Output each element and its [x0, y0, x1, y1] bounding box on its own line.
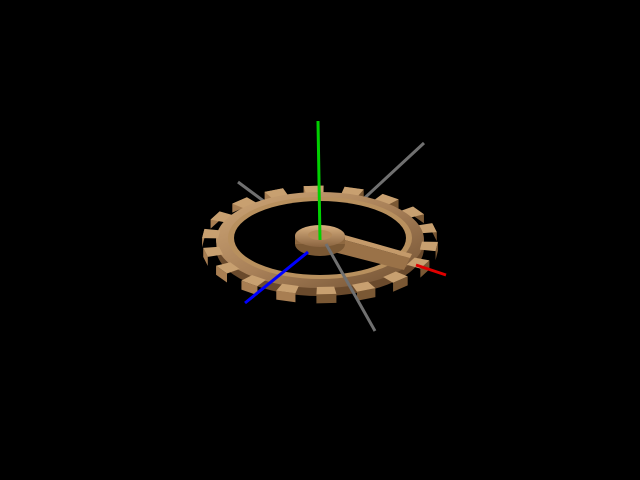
- gear-tooth-side: [203, 247, 208, 266]
- gear-tooth: [419, 241, 438, 261]
- gear-tooth-top: [203, 246, 223, 257]
- y-axis-line: [316, 120, 322, 241]
- gear-tooth-top: [232, 197, 257, 209]
- gear-tooth: [202, 228, 221, 248]
- gear-tooth-side: [393, 276, 408, 292]
- gear-tooth-top: [202, 228, 221, 239]
- gear-tooth-side: [435, 241, 438, 261]
- gear-tooth: [383, 271, 408, 292]
- gear-tooth: [276, 283, 299, 303]
- gear-tooth-top: [276, 283, 299, 294]
- gear-teeth-front: [202, 228, 438, 304]
- gear-tooth: [216, 262, 240, 283]
- gear-spoke: [326, 236, 410, 270]
- gear-tooth: [241, 275, 266, 296]
- gear-tooth-top: [419, 241, 438, 252]
- gear-tooth-top: [316, 286, 337, 295]
- gear-tooth-side: [216, 265, 228, 283]
- gear-tooth: [351, 281, 376, 301]
- gear-spoke-top: [330, 232, 412, 258]
- gear-tooth-top: [383, 271, 408, 283]
- gear-tooth-side: [276, 290, 296, 303]
- gear-tooth-top: [216, 262, 240, 274]
- gear-tooth-side: [316, 293, 337, 304]
- gear-tooth: [203, 246, 223, 266]
- gear-tooth-top: [406, 257, 430, 269]
- z-axis-line: [244, 250, 309, 305]
- gear-tooth: [232, 197, 257, 213]
- gear-tooth-top: [241, 275, 266, 287]
- helper-axis-front: [324, 243, 377, 332]
- gear-tooth-top: [351, 281, 376, 292]
- x-axis-line: [415, 263, 447, 277]
- gear-tooth-side: [356, 288, 376, 301]
- gear-tooth-side: [241, 280, 258, 296]
- gear-tooth: [316, 286, 337, 304]
